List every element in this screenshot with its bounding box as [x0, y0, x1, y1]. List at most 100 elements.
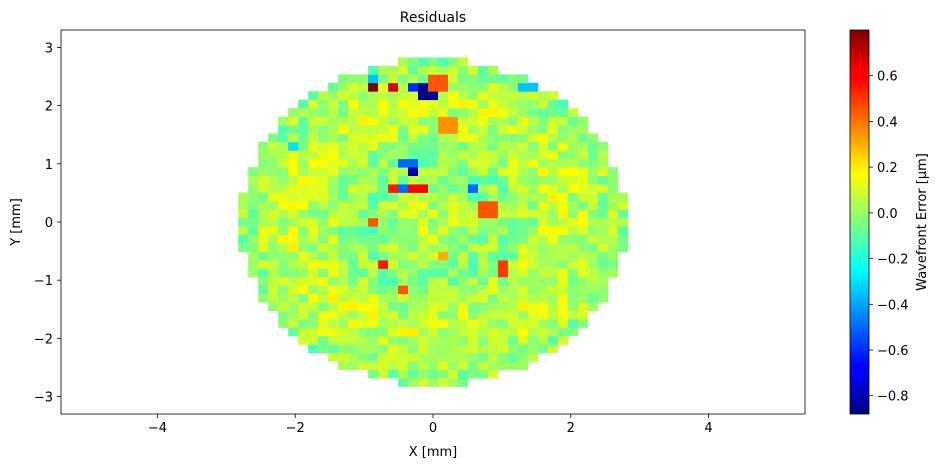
heatmap-cell — [338, 158, 349, 168]
heatmap-cell — [398, 116, 409, 126]
heatmap-cell — [318, 116, 329, 126]
heatmap-cell — [527, 82, 539, 92]
heatmap-cell — [597, 234, 609, 244]
heatmap-cell — [288, 259, 299, 269]
heatmap-cell — [368, 133, 379, 143]
heatmap-cell — [577, 175, 589, 185]
heatmap-cell — [358, 319, 369, 328]
heatmap-cell — [517, 217, 529, 227]
heatmap-cell — [457, 133, 469, 143]
heatmap-cell — [388, 319, 399, 328]
heatmap-cell — [288, 251, 299, 261]
heatmap-cell — [457, 65, 469, 75]
heatmap-cell — [457, 175, 469, 185]
heatmap-cell — [527, 99, 539, 109]
heatmap-cell — [597, 209, 609, 219]
heatmap-cell — [278, 243, 289, 252]
heatmap-cell — [557, 175, 569, 185]
heatmap-cell — [557, 141, 569, 151]
heatmap-cell — [278, 167, 289, 176]
heatmap-cell — [398, 150, 409, 160]
heatmap-cell — [378, 276, 389, 286]
heatmap-cell — [497, 327, 509, 337]
heatmap-cell — [358, 352, 369, 362]
heatmap-cell — [328, 268, 339, 278]
heatmap-cell — [268, 268, 279, 278]
heatmap-cell — [447, 141, 459, 151]
heatmap-cell — [577, 192, 589, 202]
heatmap-cell — [348, 310, 359, 320]
heatmap-cell — [567, 175, 579, 185]
x-tick-label: 2 — [567, 421, 575, 436]
heatmap-cell — [388, 259, 399, 269]
heatmap-cell — [537, 335, 549, 345]
heatmap-cell — [398, 184, 409, 193]
heatmap-cell — [348, 124, 359, 134]
heatmap-cell — [408, 150, 419, 160]
heatmap-cell — [418, 74, 429, 84]
heatmap-cell — [338, 200, 349, 210]
heatmap-cell — [348, 243, 359, 252]
heatmap-cell — [308, 99, 319, 109]
heatmap-cell — [587, 268, 599, 278]
heatmap-cell — [527, 251, 539, 261]
heatmap-cell — [597, 167, 609, 176]
heatmap-cell — [378, 108, 389, 117]
heatmap-cell — [428, 369, 439, 379]
heatmap-cell — [497, 167, 509, 176]
heatmap-cell — [288, 133, 299, 143]
x-tick-label: 0 — [429, 421, 437, 436]
heatmap-cell — [258, 268, 269, 278]
heatmap-cell — [547, 184, 559, 193]
heatmap-cell — [278, 124, 289, 134]
heatmap-cell — [437, 293, 449, 303]
heatmap-cell — [567, 251, 579, 261]
heatmap-cell — [278, 251, 289, 261]
heatmap-cell — [507, 268, 519, 278]
heatmap-cell — [477, 335, 489, 345]
heatmap-cell — [298, 327, 309, 337]
heatmap-cell — [368, 217, 379, 227]
heatmap-cell — [338, 184, 349, 193]
heatmap-cell — [607, 200, 619, 210]
heatmap-cell — [408, 167, 419, 176]
heatmap-cell — [318, 276, 329, 286]
heatmap-cell — [547, 175, 559, 185]
heatmap-cell — [447, 259, 459, 269]
heatmap-cell — [358, 184, 369, 193]
heatmap-cell — [428, 268, 439, 278]
heatmap-cell — [388, 335, 399, 345]
heatmap-cell — [527, 226, 539, 236]
heatmap-cell — [328, 352, 339, 362]
heatmap-cell — [328, 293, 339, 303]
heatmap-cell — [497, 361, 509, 371]
heatmap-cell — [437, 133, 449, 143]
heatmap-cell — [388, 91, 399, 101]
heatmap-cell — [418, 209, 429, 219]
heatmap-cell — [457, 327, 469, 337]
heatmap-cell — [467, 82, 479, 92]
heatmap-cell — [487, 276, 499, 286]
heatmap-cell — [597, 276, 609, 286]
heatmap-cell — [258, 184, 269, 193]
heatmap-cell — [527, 310, 539, 320]
heatmap-cell — [477, 184, 489, 193]
heatmap-cell — [447, 276, 459, 286]
heatmap-cell — [308, 116, 319, 126]
heatmap-cell — [467, 200, 479, 210]
y-tick-label: −1 — [34, 274, 53, 289]
heatmap-cell — [408, 65, 419, 75]
colorbar-tick-label: 0.4 — [877, 115, 898, 130]
heatmap-cell — [418, 361, 429, 371]
heatmap-cell — [607, 167, 619, 176]
heatmap-cell — [428, 234, 439, 244]
heatmap-cell — [248, 268, 259, 278]
heatmap-cell — [308, 234, 319, 244]
heatmap-cell — [348, 74, 359, 84]
heatmap-cell — [388, 108, 399, 117]
heatmap-cell — [338, 116, 349, 126]
heatmap-cell — [437, 310, 449, 320]
heatmap-cell — [537, 217, 549, 227]
heatmap-cell — [358, 243, 369, 252]
heatmap-cell — [537, 268, 549, 278]
